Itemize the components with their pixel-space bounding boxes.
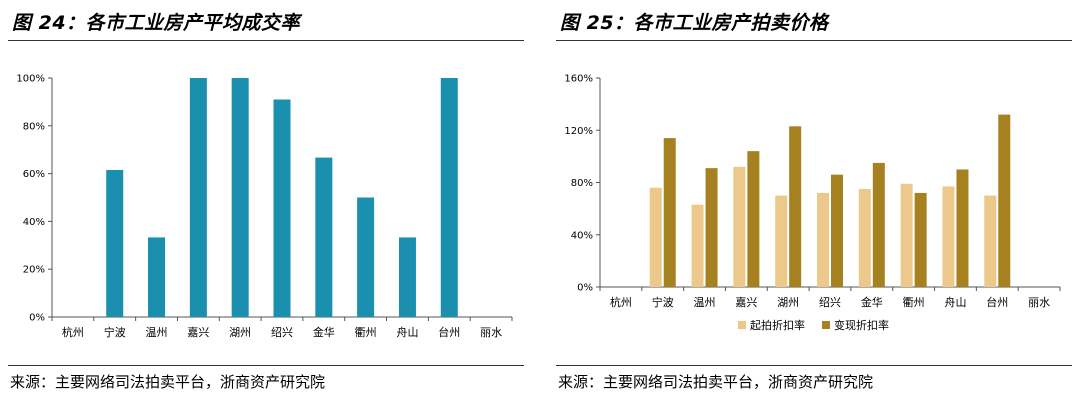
- category-label: 嘉兴: [735, 295, 757, 309]
- legend-label: 起拍折扣率: [750, 318, 805, 332]
- bar: [106, 170, 124, 317]
- category-label: 湖州: [229, 326, 251, 339]
- bar-series-2: [747, 151, 760, 287]
- category-label: 杭州: [610, 295, 632, 309]
- bar-series-2: [705, 168, 718, 287]
- bar-series-1: [858, 189, 871, 287]
- category-label: 温州: [694, 296, 716, 309]
- y-tick-label: 0%: [29, 313, 45, 324]
- category-label: 宁波: [104, 325, 126, 339]
- y-tick-label: 0%: [577, 283, 593, 294]
- bar-series-1: [649, 187, 662, 287]
- y-tick-label: 80%: [23, 121, 45, 132]
- bar: [148, 237, 166, 317]
- bar-series-2: [998, 114, 1011, 287]
- legend-swatch: [738, 321, 746, 329]
- category-label: 绍兴: [271, 325, 293, 339]
- bar-series-2: [789, 126, 802, 287]
- category-label: 嘉兴: [187, 325, 209, 339]
- left-source-rule: [8, 365, 524, 366]
- bar-series-1: [775, 195, 788, 287]
- category-label: 衢州: [355, 326, 377, 339]
- category-label: 杭州: [62, 325, 84, 339]
- panel-right: 图 25：各市工业房产拍卖价格 0% 40% 80% 120% 160% 杭州 宁波 温州 嘉兴…: [556, 0, 1076, 400]
- y-tick-label: 40%: [571, 230, 593, 241]
- bar: [273, 99, 291, 317]
- category-label: 金华: [861, 295, 883, 309]
- bar-series-1: [900, 183, 913, 287]
- bar: [440, 78, 458, 317]
- right-source-rule: [556, 365, 1072, 366]
- bar: [315, 157, 333, 317]
- y-tick-label: 120%: [564, 126, 593, 137]
- y-tick-label: 20%: [23, 265, 45, 276]
- category-label: 舟山: [944, 295, 966, 309]
- right-source-text: 来源：主要网络司法拍卖平台，浙商资产研究院: [558, 373, 874, 391]
- right-bar-chart: 0% 40% 80% 120% 160% 杭州 宁波 温州 嘉兴 湖州 绍兴 金华 衢州 舟山 台州 丽水起拍…: [564, 74, 1061, 332]
- panel-left: 图 24：各市工业房产平均成交率 0% 20% 40% 60% 80% 100% 杭州 宁波 温…: [8, 0, 528, 400]
- bar-series-1: [691, 204, 704, 287]
- category-label: 金华: [313, 325, 335, 339]
- legend-swatch: [822, 321, 830, 329]
- y-tick-label: 80%: [571, 178, 593, 189]
- left-bar-chart: 0% 20% 40% 60% 80% 100% 杭州 宁波 温州 嘉兴 湖州 绍兴 金华 衢州 舟山 台州 丽水: [16, 74, 513, 339]
- left-title-rule: [8, 40, 524, 41]
- category-label: 台州: [438, 325, 460, 339]
- category-label: 宁波: [652, 295, 674, 309]
- right-title-rule: [556, 40, 1072, 41]
- bar-series-1: [984, 195, 997, 287]
- bar-series-2: [663, 138, 676, 287]
- bar-series-1: [817, 192, 829, 287]
- y-tick-label: 100%: [16, 74, 45, 85]
- right-figure-title: 图 25：各市工业房产拍卖价格: [560, 12, 829, 34]
- bar: [231, 78, 249, 317]
- y-tick-label: 40%: [23, 217, 45, 228]
- bar: [398, 237, 416, 317]
- category-label: 绍兴: [819, 295, 841, 309]
- category-label: 丽水: [1028, 296, 1050, 309]
- y-tick-label: 160%: [564, 74, 593, 85]
- category-label: 湖州: [777, 296, 799, 309]
- bar-series-2: [872, 162, 885, 287]
- bar: [189, 78, 207, 317]
- category-label: 台州: [986, 295, 1008, 309]
- category-label: 丽水: [480, 326, 502, 339]
- category-label: 衢州: [903, 296, 925, 309]
- bar-series-1: [942, 186, 955, 287]
- bar: [357, 197, 375, 317]
- category-label: 温州: [146, 326, 168, 339]
- bar-series-2: [831, 174, 843, 287]
- y-tick-label: 60%: [23, 169, 45, 180]
- category-label: 舟山: [396, 325, 418, 339]
- bar-series-2: [914, 192, 927, 287]
- left-source-text: 来源：主要网络司法拍卖平台，浙商资产研究院: [10, 373, 326, 391]
- bar-series-2: [956, 169, 969, 287]
- bar-series-1: [733, 166, 746, 287]
- left-figure-title: 图 24：各市工业房产平均成交率: [12, 12, 301, 34]
- legend-label: 变现折扣率: [834, 318, 889, 332]
